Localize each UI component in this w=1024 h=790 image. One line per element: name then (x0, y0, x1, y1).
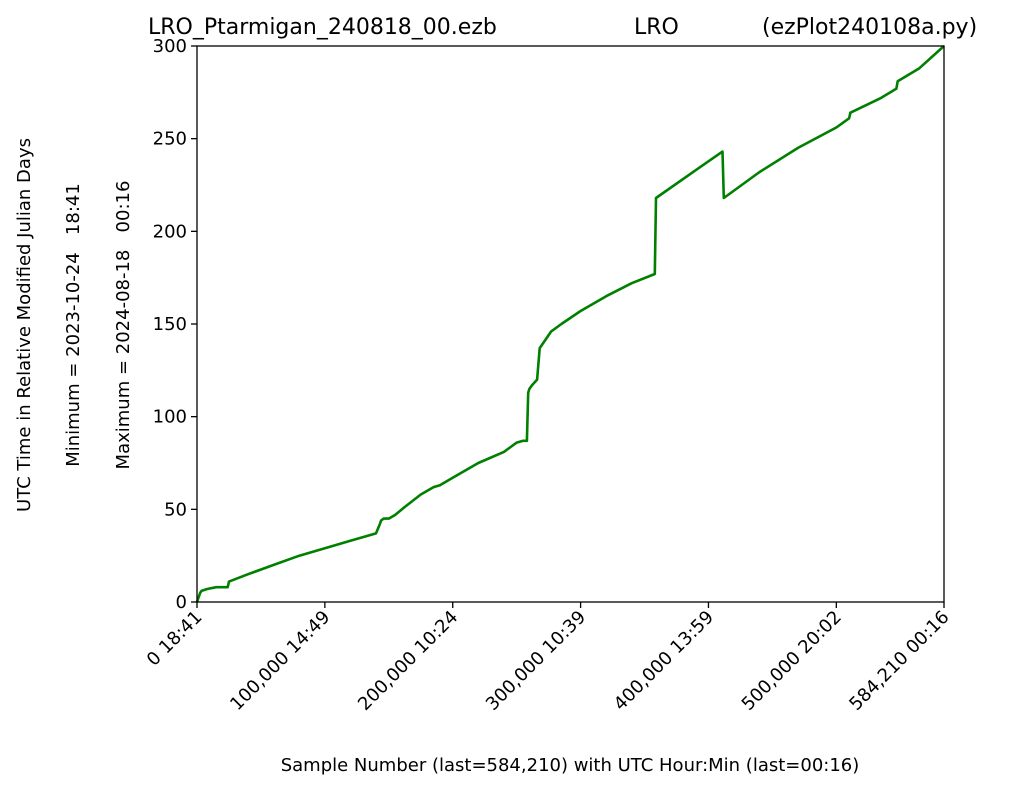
x-tick-label: 200,000 10:24 (354, 607, 462, 715)
x-tick-label: 500,000 20:02 (738, 607, 846, 715)
chart-title-right: (ezPlot240108a.py) (762, 15, 977, 40)
x-tick-label: 0 18:41 (143, 607, 207, 671)
y-tick-label: 300 (153, 36, 187, 57)
y-tick-label: 200 (153, 221, 187, 242)
y-tick-label: 150 (153, 314, 187, 335)
y-tick-label: 0 (176, 592, 187, 613)
x-tick-label: 100,000 14:49 (226, 607, 334, 715)
x-tick-label: 400,000 13:59 (610, 607, 718, 715)
y-ticks: 0 50 100 150 200 250 300 (153, 36, 197, 613)
y-label-group: UTC Time in Relative Modified Julian Day… (14, 138, 134, 512)
x-ticks: 0 18:41 100,000 14:49 200,000 10:24 300,000… (143, 602, 954, 715)
x-tick-label: 300,000 10:39 (482, 607, 590, 715)
y-axis-max-label: Maximum = 2024-08-18 00:16 (113, 181, 134, 470)
y-axis-label: UTC Time in Relative Modified Julian Day… (14, 138, 35, 512)
title-group: LRO_Ptarmigan_240818_00.ezb LRO (ezPlot2… (148, 15, 977, 40)
chart-title-left: LRO_Ptarmigan_240818_00.ezb (148, 15, 497, 40)
y-tick-label: 250 (153, 129, 187, 150)
y-tick-label: 50 (164, 499, 187, 520)
series-line (195, 45, 945, 603)
y-axis-min-label: Minimum = 2023-10-24 18:41 (63, 183, 84, 467)
x-axis-label: Sample Number (last=584,210) with UTC Ho… (281, 755, 860, 776)
plot-frame (196, 45, 945, 603)
chart-title-center: LRO (634, 15, 679, 40)
x-tick-label: 584,210 00:16 (845, 607, 953, 715)
y-tick-label: 100 (153, 407, 187, 428)
plot-area (197, 46, 944, 602)
